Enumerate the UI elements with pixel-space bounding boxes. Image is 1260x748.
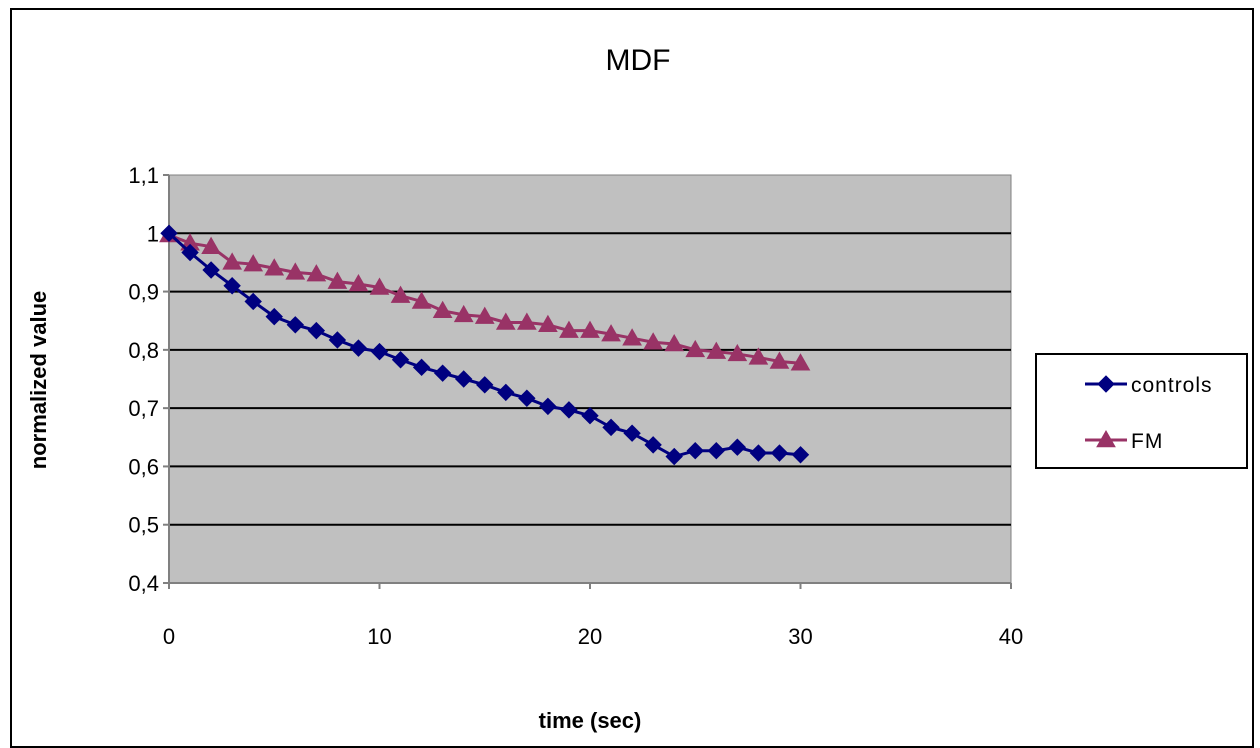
plot-area	[168, 174, 1012, 584]
data-point-controls	[707, 441, 726, 460]
data-point-controls	[328, 331, 347, 349]
data-point-fm	[664, 334, 685, 352]
data-point-fm	[538, 314, 558, 333]
data-point-controls	[244, 292, 262, 311]
data-point-fm	[348, 273, 369, 292]
data-point-controls	[433, 364, 452, 382]
data-point-controls	[770, 444, 789, 462]
x-tick-label: 30	[788, 624, 812, 649]
data-point-fm	[748, 347, 769, 365]
data-point-controls	[602, 418, 620, 437]
data-point-fm	[790, 353, 811, 371]
data-point-controls	[518, 389, 536, 407]
y-tick-label: 0,4	[128, 571, 159, 596]
data-point-controls	[539, 397, 557, 416]
data-point-controls	[665, 447, 683, 466]
data-point-controls	[581, 407, 599, 425]
y-tick-label: 0,8	[128, 338, 159, 363]
data-point-fm	[601, 324, 621, 342]
y-axis-title: normalized value	[26, 291, 51, 470]
data-point-fm	[390, 285, 411, 303]
x-tick-label: 0	[163, 624, 175, 649]
data-point-controls	[202, 261, 220, 279]
legend-entry-fm: FM	[1085, 429, 1163, 453]
y-tick-label: 0,9	[128, 280, 159, 305]
x-axis-ticks: 0 10 20 30 40	[163, 583, 1023, 649]
y-tick-label: 1	[147, 221, 159, 246]
data-point-fm	[243, 254, 264, 272]
data-point-controls	[749, 444, 768, 462]
data-point-controls	[454, 370, 473, 388]
series-fm	[159, 225, 811, 371]
data-point-controls	[265, 307, 283, 326]
data-point-controls	[791, 446, 810, 464]
data-point-fm	[222, 252, 243, 270]
data-point-fm	[685, 339, 706, 358]
gridlines	[169, 232, 1011, 526]
data-point-controls	[349, 339, 368, 357]
legend-label: controls	[1131, 374, 1213, 397]
data-point-controls	[623, 424, 641, 442]
data-point-controls	[181, 243, 199, 262]
legend: controls FM	[1035, 353, 1248, 469]
data-point-controls	[286, 316, 305, 334]
data-point-fm	[643, 332, 664, 350]
data-point-controls	[223, 277, 241, 295]
data-point-controls	[391, 351, 410, 369]
data-point-controls	[160, 224, 178, 242]
data-point-controls	[728, 438, 747, 456]
data-point-controls	[497, 383, 515, 402]
data-point-fm	[306, 264, 327, 282]
data-point-fm	[264, 258, 285, 276]
data-point-fm	[622, 328, 642, 346]
data-point-fm	[495, 312, 516, 330]
x-tick-label: 10	[367, 624, 391, 649]
data-point-fm	[432, 300, 453, 319]
data-point-fm	[516, 312, 537, 330]
y-tick-label: 0,7	[128, 396, 159, 421]
y-tick-label: 1,1	[128, 163, 159, 188]
y-tick-label: 0,5	[128, 513, 159, 538]
chart-title: MDF	[606, 44, 671, 77]
data-point-controls	[307, 321, 326, 340]
data-point-fm	[201, 236, 221, 254]
data-point-controls	[412, 358, 431, 377]
data-point-fm	[327, 271, 348, 289]
data-point-controls	[370, 342, 389, 361]
legend-box	[1035, 353, 1248, 469]
data-point-controls	[686, 441, 704, 460]
y-tick-label: 0,6	[128, 454, 159, 479]
x-tick-label: 20	[578, 624, 602, 649]
data-point-fm	[580, 320, 600, 338]
legend-entry-controls: controls	[1085, 374, 1213, 397]
data-point-fm	[411, 291, 432, 309]
data-point-fm	[453, 304, 474, 323]
data-point-controls	[476, 376, 494, 394]
series-controls	[160, 224, 810, 466]
data-point-fm	[474, 306, 495, 324]
data-point-fm	[559, 320, 579, 338]
data-point-fm	[706, 341, 727, 359]
data-point-fm	[769, 351, 790, 369]
data-point-controls	[560, 401, 578, 419]
data-point-fm	[285, 262, 306, 280]
x-axis-title: time (sec)	[539, 708, 642, 733]
data-point-fm	[369, 277, 390, 295]
x-tick-label: 40	[999, 624, 1023, 649]
series-layer	[159, 224, 811, 466]
legend-label: FM	[1131, 430, 1163, 453]
data-point-controls	[644, 436, 662, 454]
legend-marker	[1096, 429, 1116, 448]
data-point-fm	[727, 343, 748, 362]
legend-marker	[1097, 375, 1115, 393]
y-axis-ticks: 0,4 0,5 0,6 0,7 0,8 0,9 1 1,1	[128, 163, 169, 596]
